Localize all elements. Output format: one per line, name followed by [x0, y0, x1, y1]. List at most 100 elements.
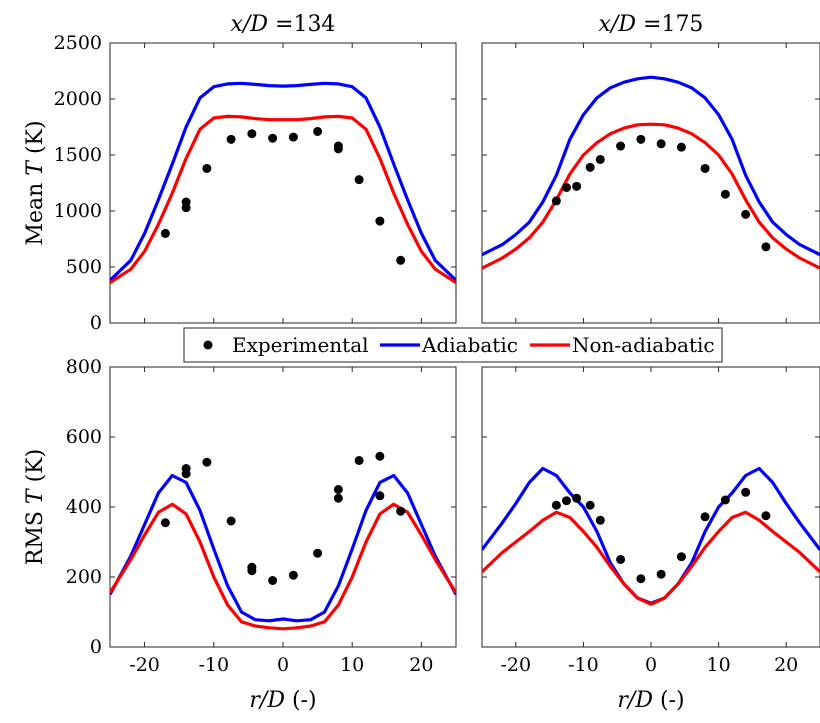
experimental-point	[313, 548, 323, 558]
experimental-point	[676, 142, 686, 152]
x-tick-label: 10	[340, 654, 364, 676]
chart-panel-top-left: 0 500 1000 1500 2000 2500 x/D =134 Mean T (K)	[23, 12, 457, 334]
x-tick-label: -10	[198, 654, 229, 676]
x-tick-label: 10	[707, 654, 731, 676]
experimental-point	[595, 154, 605, 164]
experimental-point	[572, 181, 582, 191]
experimental-point	[333, 493, 343, 503]
experimental-point	[202, 163, 212, 173]
experimental-point	[585, 162, 595, 172]
y-tick-label: 2000	[54, 88, 102, 110]
x-tick-label: 0	[645, 654, 657, 676]
y-tick-label: 0	[90, 312, 102, 334]
experimental-point	[761, 242, 771, 252]
legend-label: Non-adiabatic	[572, 333, 715, 357]
experimental-point	[700, 163, 710, 173]
x-tick-label: -10	[568, 654, 599, 676]
experimental-point	[354, 175, 364, 185]
chart-panel-top-right: x/D =175	[481, 12, 820, 324]
non-adiabatic-line	[482, 122, 820, 270]
experimental-point	[676, 552, 686, 562]
y-tick-label: 2500	[54, 32, 102, 54]
experimental-point	[375, 491, 385, 501]
y-tick-label: 600	[66, 426, 102, 448]
chart-panel-bottom-right: -20 -10 0 10 20 r/D (-)	[481, 366, 820, 713]
y-tick-label: 500	[66, 256, 102, 278]
experimental-point	[761, 511, 771, 521]
experimental-point	[741, 209, 751, 219]
non-adiabatic-line	[110, 502, 456, 631]
x-axis-label: r/D (-)	[617, 688, 684, 713]
experimental-point	[202, 457, 212, 467]
adiabatic-line	[110, 81, 456, 282]
y-tick-label: 200	[66, 566, 102, 588]
experimental-point	[313, 126, 323, 136]
experimental-point	[562, 182, 571, 192]
experimental-point	[160, 518, 170, 528]
experimental-point	[226, 516, 236, 526]
y-axis-label: Mean T (K)	[23, 120, 48, 245]
legend: Experimental Adiabatic Non-adiabatic	[183, 327, 723, 363]
x-tick-label: 20	[774, 654, 798, 676]
adiabatic-line	[110, 473, 456, 623]
y-tick-label: 800	[66, 356, 102, 378]
experimental-point	[268, 576, 278, 585]
experimental-point	[720, 189, 730, 199]
experimental-point	[562, 496, 571, 506]
experimental-point	[700, 512, 710, 522]
experimental-point	[288, 132, 298, 142]
non-adiabatic-line	[482, 510, 820, 606]
experimental-point	[354, 455, 364, 465]
experimental-point	[656, 139, 666, 149]
experimental-point	[720, 495, 730, 505]
experimental-point	[585, 500, 595, 510]
experimental-point	[181, 469, 191, 479]
y-tick-label: 1000	[54, 200, 102, 222]
experimental-point	[551, 196, 561, 206]
axes-box	[481, 42, 820, 324]
experimental-point	[268, 133, 278, 143]
experimental-point	[616, 141, 626, 151]
legend-label: Adiabatic	[421, 333, 518, 357]
x-tick-label: -20	[500, 654, 531, 676]
experimental-point	[247, 129, 257, 139]
legend-marker	[203, 340, 213, 350]
experimental-point	[375, 216, 385, 226]
panel-title: x/D =175	[599, 12, 704, 37]
experimental-point	[396, 506, 406, 516]
experimental-point	[181, 203, 191, 213]
experimental-point	[636, 134, 646, 144]
y-tick-label: 1500	[54, 144, 102, 166]
experimental-point	[333, 485, 343, 494]
experimental-point	[636, 574, 646, 584]
experimental-point	[375, 451, 385, 461]
adiabatic-line	[482, 75, 820, 257]
experimental-point	[226, 134, 236, 144]
x-axis-label: r/D (-)	[249, 688, 316, 713]
y-tick-label: 400	[66, 496, 102, 518]
x-tick-label: -20	[129, 654, 160, 676]
experimental-point	[595, 515, 605, 525]
axes-box	[109, 366, 457, 648]
legend-box	[183, 327, 723, 363]
experimental-point	[333, 144, 343, 154]
x-tick-label: 0	[277, 654, 289, 676]
experimental-point	[572, 493, 582, 503]
y-tick-label: 0	[90, 636, 102, 658]
experimental-point	[741, 487, 751, 497]
legend-label: Experimental	[232, 333, 369, 357]
experimental-point	[160, 228, 170, 238]
y-axis-label: RMS T (K)	[23, 449, 48, 565]
x-tick-label: 20	[409, 654, 433, 676]
non-adiabatic-line	[110, 114, 456, 285]
experimental-point	[288, 570, 298, 580]
experimental-point	[616, 555, 626, 564]
adiabatic-line	[482, 466, 820, 605]
experimental-point	[551, 500, 561, 510]
panel-title: x/D =134	[231, 12, 336, 37]
experimental-point	[396, 255, 406, 265]
experimental-point	[656, 569, 666, 579]
experimental-point	[247, 566, 257, 576]
